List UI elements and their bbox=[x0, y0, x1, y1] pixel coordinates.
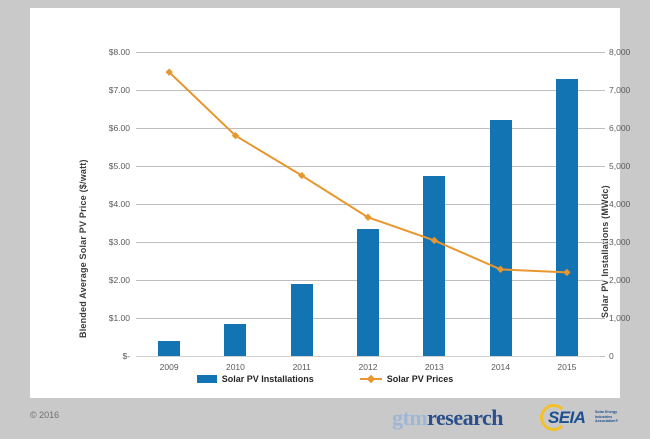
y-left-tick-label: $5.00 bbox=[108, 161, 130, 171]
gridline bbox=[136, 90, 600, 91]
y-left-tick-label: $7.00 bbox=[108, 85, 130, 95]
price-marker-2012 bbox=[364, 213, 372, 221]
gtm-research-logo: gtmresearch bbox=[392, 405, 503, 431]
y-right-tick-label: 2,000 bbox=[609, 275, 631, 285]
y-right-tick-mark bbox=[600, 90, 605, 91]
bar-2014 bbox=[489, 120, 512, 356]
x-tick-label-2010: 2010 bbox=[225, 362, 245, 372]
y-left-tick-label: $1.00 bbox=[108, 313, 130, 323]
bar-2009 bbox=[158, 341, 181, 356]
x-tick-label-2011: 2011 bbox=[292, 362, 311, 372]
price-marker-2014 bbox=[496, 265, 505, 274]
footer: © 2016 gtmresearch SEIA Solar Energy Ind… bbox=[0, 398, 650, 439]
x-tick-label-2013: 2013 bbox=[424, 362, 444, 372]
line-swatch-icon bbox=[359, 374, 382, 384]
line-series bbox=[165, 68, 571, 277]
bar-2012 bbox=[357, 228, 379, 356]
price-marker-2010 bbox=[231, 131, 240, 140]
chart-legend: Solar PV Installations Solar PV Prices bbox=[30, 374, 620, 384]
x-tick-label-2015: 2015 bbox=[557, 362, 577, 372]
y-right-tick-label: 3,000 bbox=[609, 237, 631, 247]
y-right-tick-label: 8,000 bbox=[609, 47, 631, 57]
y-right-tick-label: 7,000 bbox=[609, 85, 631, 95]
legend-label-prices: Solar PV Prices bbox=[386, 374, 454, 384]
copyright-text: © 2016 bbox=[30, 410, 60, 420]
x-tick-label-2014: 2014 bbox=[491, 362, 511, 372]
gridline bbox=[136, 356, 600, 357]
x-tick-label-2009: 2009 bbox=[159, 362, 179, 372]
gridline bbox=[136, 128, 600, 129]
seia-logo: SEIA Solar Energy Industries Association… bbox=[540, 404, 636, 432]
y-left-tick-label: $2.00 bbox=[108, 275, 130, 285]
price-line-path bbox=[168, 71, 567, 274]
price-marker-2013 bbox=[430, 236, 438, 245]
y-right-tick-mark bbox=[600, 204, 605, 205]
y-left-tick-label: $8.00 bbox=[108, 47, 130, 57]
y-axis-left-title: Blended Average Solar PV Price ($/watt) bbox=[78, 159, 88, 338]
bar-swatch-icon bbox=[196, 375, 217, 383]
y-right-tick-label: 4,000 bbox=[609, 199, 631, 209]
y-left-tick-label: $4.00 bbox=[108, 199, 130, 209]
y-right-tick-label: 1,000 bbox=[609, 313, 631, 323]
chart-card: Blended Average Solar PV Price ($/watt) … bbox=[30, 8, 630, 398]
seia-tagline: Solar Energy Industries Association® bbox=[595, 410, 619, 424]
bar-2010 bbox=[224, 323, 247, 356]
price-marker-2015 bbox=[563, 268, 571, 277]
y-right-tick-label: 0 bbox=[609, 351, 614, 361]
x-tick-label-2012: 2012 bbox=[358, 362, 378, 372]
bar-2015 bbox=[555, 78, 578, 356]
y-right-tick-mark bbox=[600, 280, 605, 281]
y-right-tick-mark bbox=[600, 356, 605, 357]
legend-item-prices: Solar PV Prices bbox=[359, 374, 454, 384]
bar-2011 bbox=[290, 283, 313, 356]
legend-label-installations: Solar PV Installations bbox=[221, 374, 314, 384]
y-right-tick-mark bbox=[600, 166, 605, 167]
gtm-logo-prefix: gtm bbox=[392, 405, 428, 430]
seia-sun-arc-icon bbox=[540, 404, 567, 431]
plot-area bbox=[136, 52, 600, 357]
legend-item-installations: Solar PV Installations bbox=[196, 374, 314, 384]
y-left-tick-label: $- bbox=[122, 351, 130, 361]
y-right-tick-label: 6,000 bbox=[609, 123, 631, 133]
seia-acronym: SEIA bbox=[548, 408, 586, 427]
y-right-tick-mark bbox=[600, 52, 605, 53]
y-right-tick-mark bbox=[600, 128, 605, 129]
gridline bbox=[136, 52, 600, 53]
y-right-tick-mark bbox=[600, 242, 605, 243]
y-right-tick-label: 5,000 bbox=[609, 161, 631, 171]
y-left-tick-label: $6.00 bbox=[108, 123, 130, 133]
gtm-logo-suffix: research bbox=[427, 405, 503, 430]
gridline bbox=[136, 204, 600, 205]
gridline bbox=[136, 166, 600, 167]
y-left-tick-label: $3.00 bbox=[108, 237, 130, 247]
y-right-tick-mark bbox=[600, 318, 605, 319]
bar-2013 bbox=[423, 175, 446, 356]
